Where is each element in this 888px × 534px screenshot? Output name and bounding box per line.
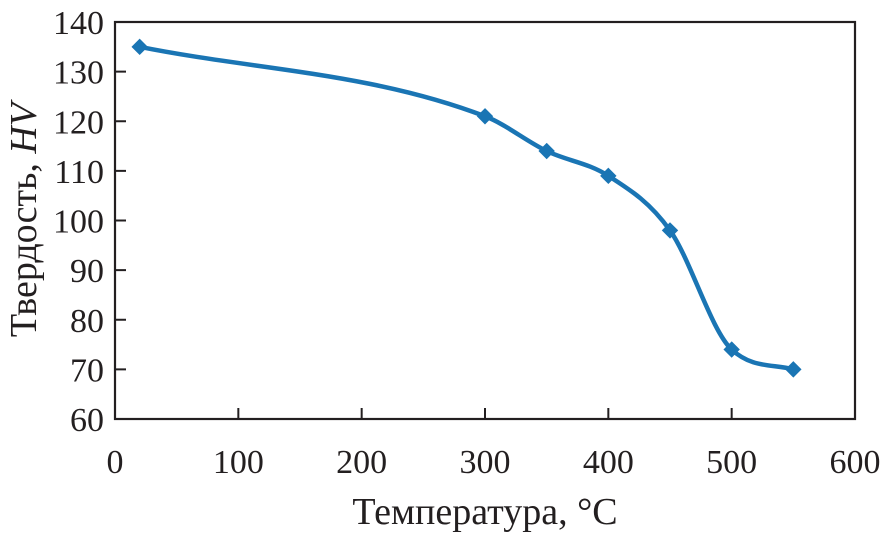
y-tick-label: 100 (53, 204, 104, 241)
y-tick-label: 80 (70, 303, 104, 340)
data-point-marker (661, 222, 679, 239)
y-axis-title-text: Твердость, (3, 154, 45, 338)
x-tick-label: 100 (213, 444, 264, 481)
x-tick-label: 0 (107, 444, 124, 481)
y-tick-label: 70 (70, 352, 104, 389)
series-layer (131, 38, 802, 378)
data-point-marker (476, 108, 494, 125)
x-axis-tick-labels: 0 100 200 300 400 500 600 (107, 444, 881, 481)
x-tick-label: 300 (460, 444, 511, 481)
y-tick-label: 120 (53, 104, 104, 141)
x-axis-ticks (114, 408, 856, 419)
y-axis-title-unit: HV (3, 99, 45, 154)
y-tick-label: 130 (53, 55, 104, 92)
data-point-marker (131, 38, 148, 56)
y-axis-title: Твердость, HV (3, 99, 45, 337)
y-tick-label: 140 (53, 5, 104, 42)
data-point-marker (723, 341, 740, 358)
y-tick-label: 60 (70, 402, 104, 439)
x-tick-label: 400 (583, 444, 634, 481)
y-axis-tick-labels: 60 70 80 90 100 110 120 130 140 (53, 5, 104, 439)
x-axis-title: Температура, °C (352, 491, 617, 533)
y-tick-label: 110 (54, 154, 104, 191)
x-tick-label: 500 (706, 444, 757, 481)
x-tick-label: 200 (336, 444, 387, 481)
x-tick-label: 600 (830, 444, 881, 481)
series-line (139, 44, 794, 372)
data-point-marker (538, 142, 555, 160)
y-tick-label: 90 (70, 253, 104, 290)
data-point-marker (600, 167, 617, 185)
y-axis-ticks (115, 21, 126, 420)
data-point-marker (785, 361, 802, 378)
